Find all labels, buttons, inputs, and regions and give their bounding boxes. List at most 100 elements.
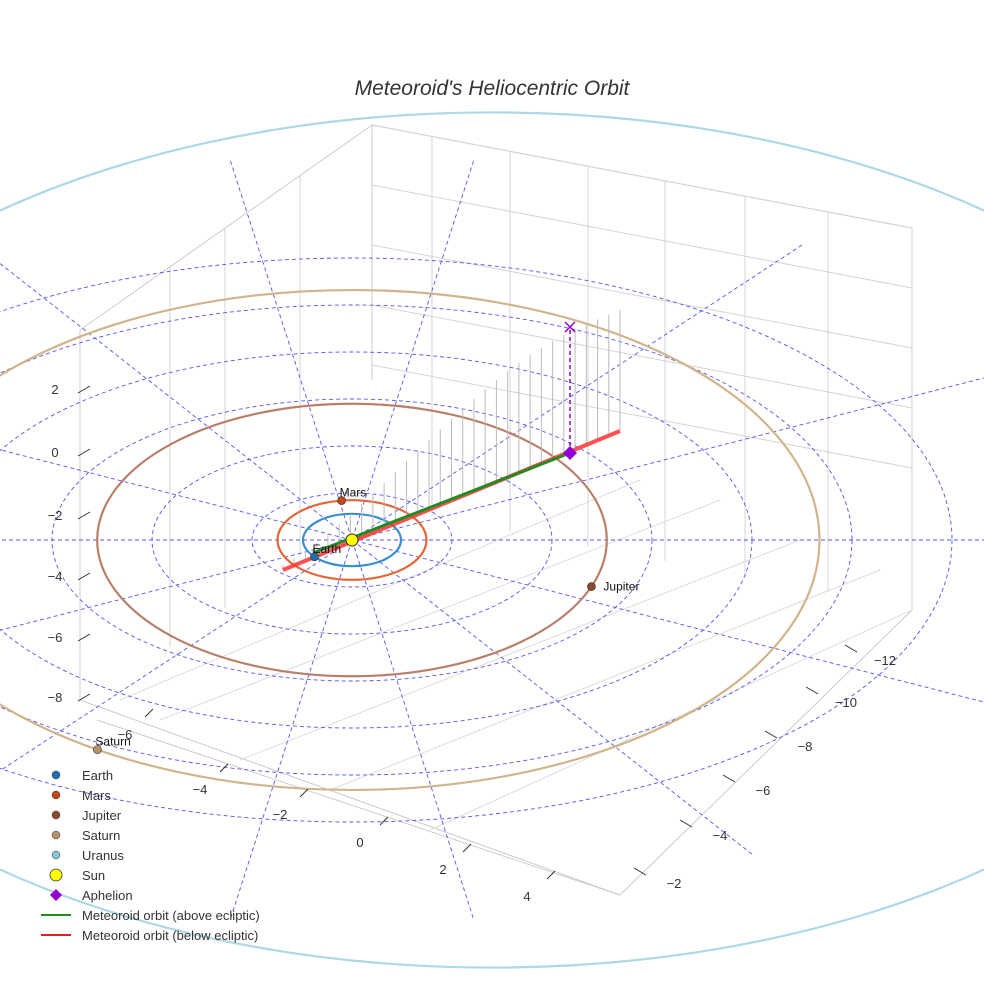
x-tick-mark — [299, 788, 309, 798]
legend-label: Jupiter — [82, 808, 122, 823]
grid-line — [371, 244, 913, 349]
legend-item-uranus[interactable]: Uranus — [51, 848, 124, 863]
x-tick-mark — [546, 870, 556, 880]
z-tick-mark — [77, 572, 91, 581]
planet-earth — [310, 552, 319, 562]
ecliptic-spoke — [0, 244, 803, 772]
grid-line — [79, 699, 621, 896]
legend-item-jupiter[interactable]: Jupiter — [51, 808, 122, 823]
chart-title: Meteoroid's Heliocentric Orbit — [355, 77, 631, 100]
y-tick-label: −4 — [713, 828, 728, 843]
legend-label: Mars — [82, 788, 111, 803]
legend-marker — [49, 868, 63, 882]
sun-marker — [345, 533, 359, 547]
z-tick-mark — [77, 385, 91, 394]
orbit-jupiter — [96, 402, 608, 678]
y-tick-label: −12 — [874, 653, 896, 668]
y-tick-label: −8 — [798, 739, 813, 754]
z-tick-label: −8 — [48, 690, 63, 705]
z-tick-label: 2 — [51, 382, 58, 397]
y-tick-label: −2 — [667, 876, 682, 891]
axis-ticks: 2 0 −2 −4 −6 −8 −6 −4 −2 0 2 4 −12 −10 −8 −6 −4 −2 — [48, 382, 896, 904]
grid-line — [371, 184, 913, 289]
z-tick-mark — [77, 633, 91, 642]
orbit-saturn — [0, 289, 821, 791]
planet-jupiter — [587, 582, 596, 591]
z-tick-label: −6 — [48, 630, 63, 645]
y-tick-mark — [633, 867, 647, 876]
y-tick-mark — [722, 774, 736, 783]
grid-lines — [79, 124, 913, 896]
grid-line — [371, 124, 913, 229]
legend-label: Aphelion — [82, 888, 133, 903]
grid-line — [159, 499, 721, 721]
orbit-earth — [301, 512, 403, 568]
legend-label: Meteoroid orbit (below ecliptic) — [82, 928, 258, 943]
grid-line — [371, 304, 913, 409]
planet-saturn — [93, 745, 102, 754]
legend-item-mars[interactable]: Mars — [51, 788, 111, 803]
planet-label-earth: Earth — [312, 542, 341, 556]
legend-item-sun[interactable]: Sun — [49, 868, 105, 883]
height-stems — [282, 310, 621, 570]
legend-label: Uranus — [82, 848, 124, 863]
legend-item-meteoroid-orbit-above-ecliptic-[interactable]: Meteoroid orbit (above ecliptic) — [41, 908, 260, 923]
legend-label: Earth — [82, 768, 113, 783]
ecliptic-grid — [0, 160, 984, 920]
grid-line — [119, 479, 641, 701]
ecliptic-spoke — [0, 262, 754, 856]
x-tick-label: 2 — [439, 862, 446, 877]
grid-line — [329, 569, 881, 791]
x-tick-label: −4 — [193, 782, 208, 797]
legend-item-meteoroid-orbit-below-ecliptic-[interactable]: Meteoroid orbit (below ecliptic) — [41, 928, 258, 943]
y-tick-mark — [805, 686, 819, 695]
legend-marker — [51, 810, 61, 820]
y-tick-mark — [764, 730, 778, 739]
legend-marker — [51, 790, 61, 800]
z-tick-mark — [77, 693, 91, 702]
x-tick-mark — [379, 816, 389, 826]
z-tick-label: 0 — [51, 445, 58, 460]
grid-line — [96, 719, 621, 896]
planet-label-jupiter: Jupiter — [603, 580, 639, 594]
legend-label: Sun — [82, 868, 105, 883]
planet-label-saturn: Saturn — [95, 735, 130, 749]
x-tick-mark — [144, 708, 154, 718]
x-tick-label: 4 — [523, 889, 530, 904]
aphelion-top-x-icon — [564, 321, 576, 333]
y-tick-label: −6 — [756, 783, 771, 798]
legend-marker — [50, 889, 62, 901]
x-tick-mark — [219, 763, 229, 773]
legend[interactable]: Earth Mars Jupiter Saturn Uranus Sun Aphelion M… — [41, 768, 260, 943]
y-tick-mark — [844, 644, 858, 653]
z-tick-mark — [77, 511, 91, 520]
grid-line — [429, 609, 913, 831]
grid-line — [79, 124, 373, 331]
grid-line — [371, 364, 913, 469]
orbit-mars — [276, 499, 428, 581]
orbit-uranus — [0, 111, 984, 969]
y-tick-mark — [679, 819, 693, 828]
legend-item-aphelion[interactable]: Aphelion — [50, 888, 133, 903]
z-tick-mark — [77, 448, 91, 457]
planet-mars — [337, 496, 346, 505]
legend-item-earth[interactable]: Earth — [51, 768, 113, 783]
x-tick-label: −6 — [118, 727, 133, 742]
ecliptic-ring — [0, 257, 953, 823]
legend-marker — [51, 830, 61, 840]
aphelion-marker — [563, 446, 577, 460]
x-tick-mark — [462, 843, 472, 853]
legend-label: Meteoroid orbit (above ecliptic) — [82, 908, 260, 923]
planets: Earth Mars Jupiter Saturn — [93, 486, 639, 754]
grid-line — [239, 539, 801, 761]
x-tick-label: 0 — [356, 835, 363, 850]
orbits — [0, 111, 984, 969]
legend-marker — [51, 770, 61, 780]
grid-line — [619, 609, 913, 896]
z-tick-label: −2 — [48, 508, 63, 523]
legend-item-saturn[interactable]: Saturn — [51, 828, 120, 843]
planet-label-mars: Mars — [340, 486, 367, 500]
z-tick-label: −4 — [48, 569, 63, 584]
